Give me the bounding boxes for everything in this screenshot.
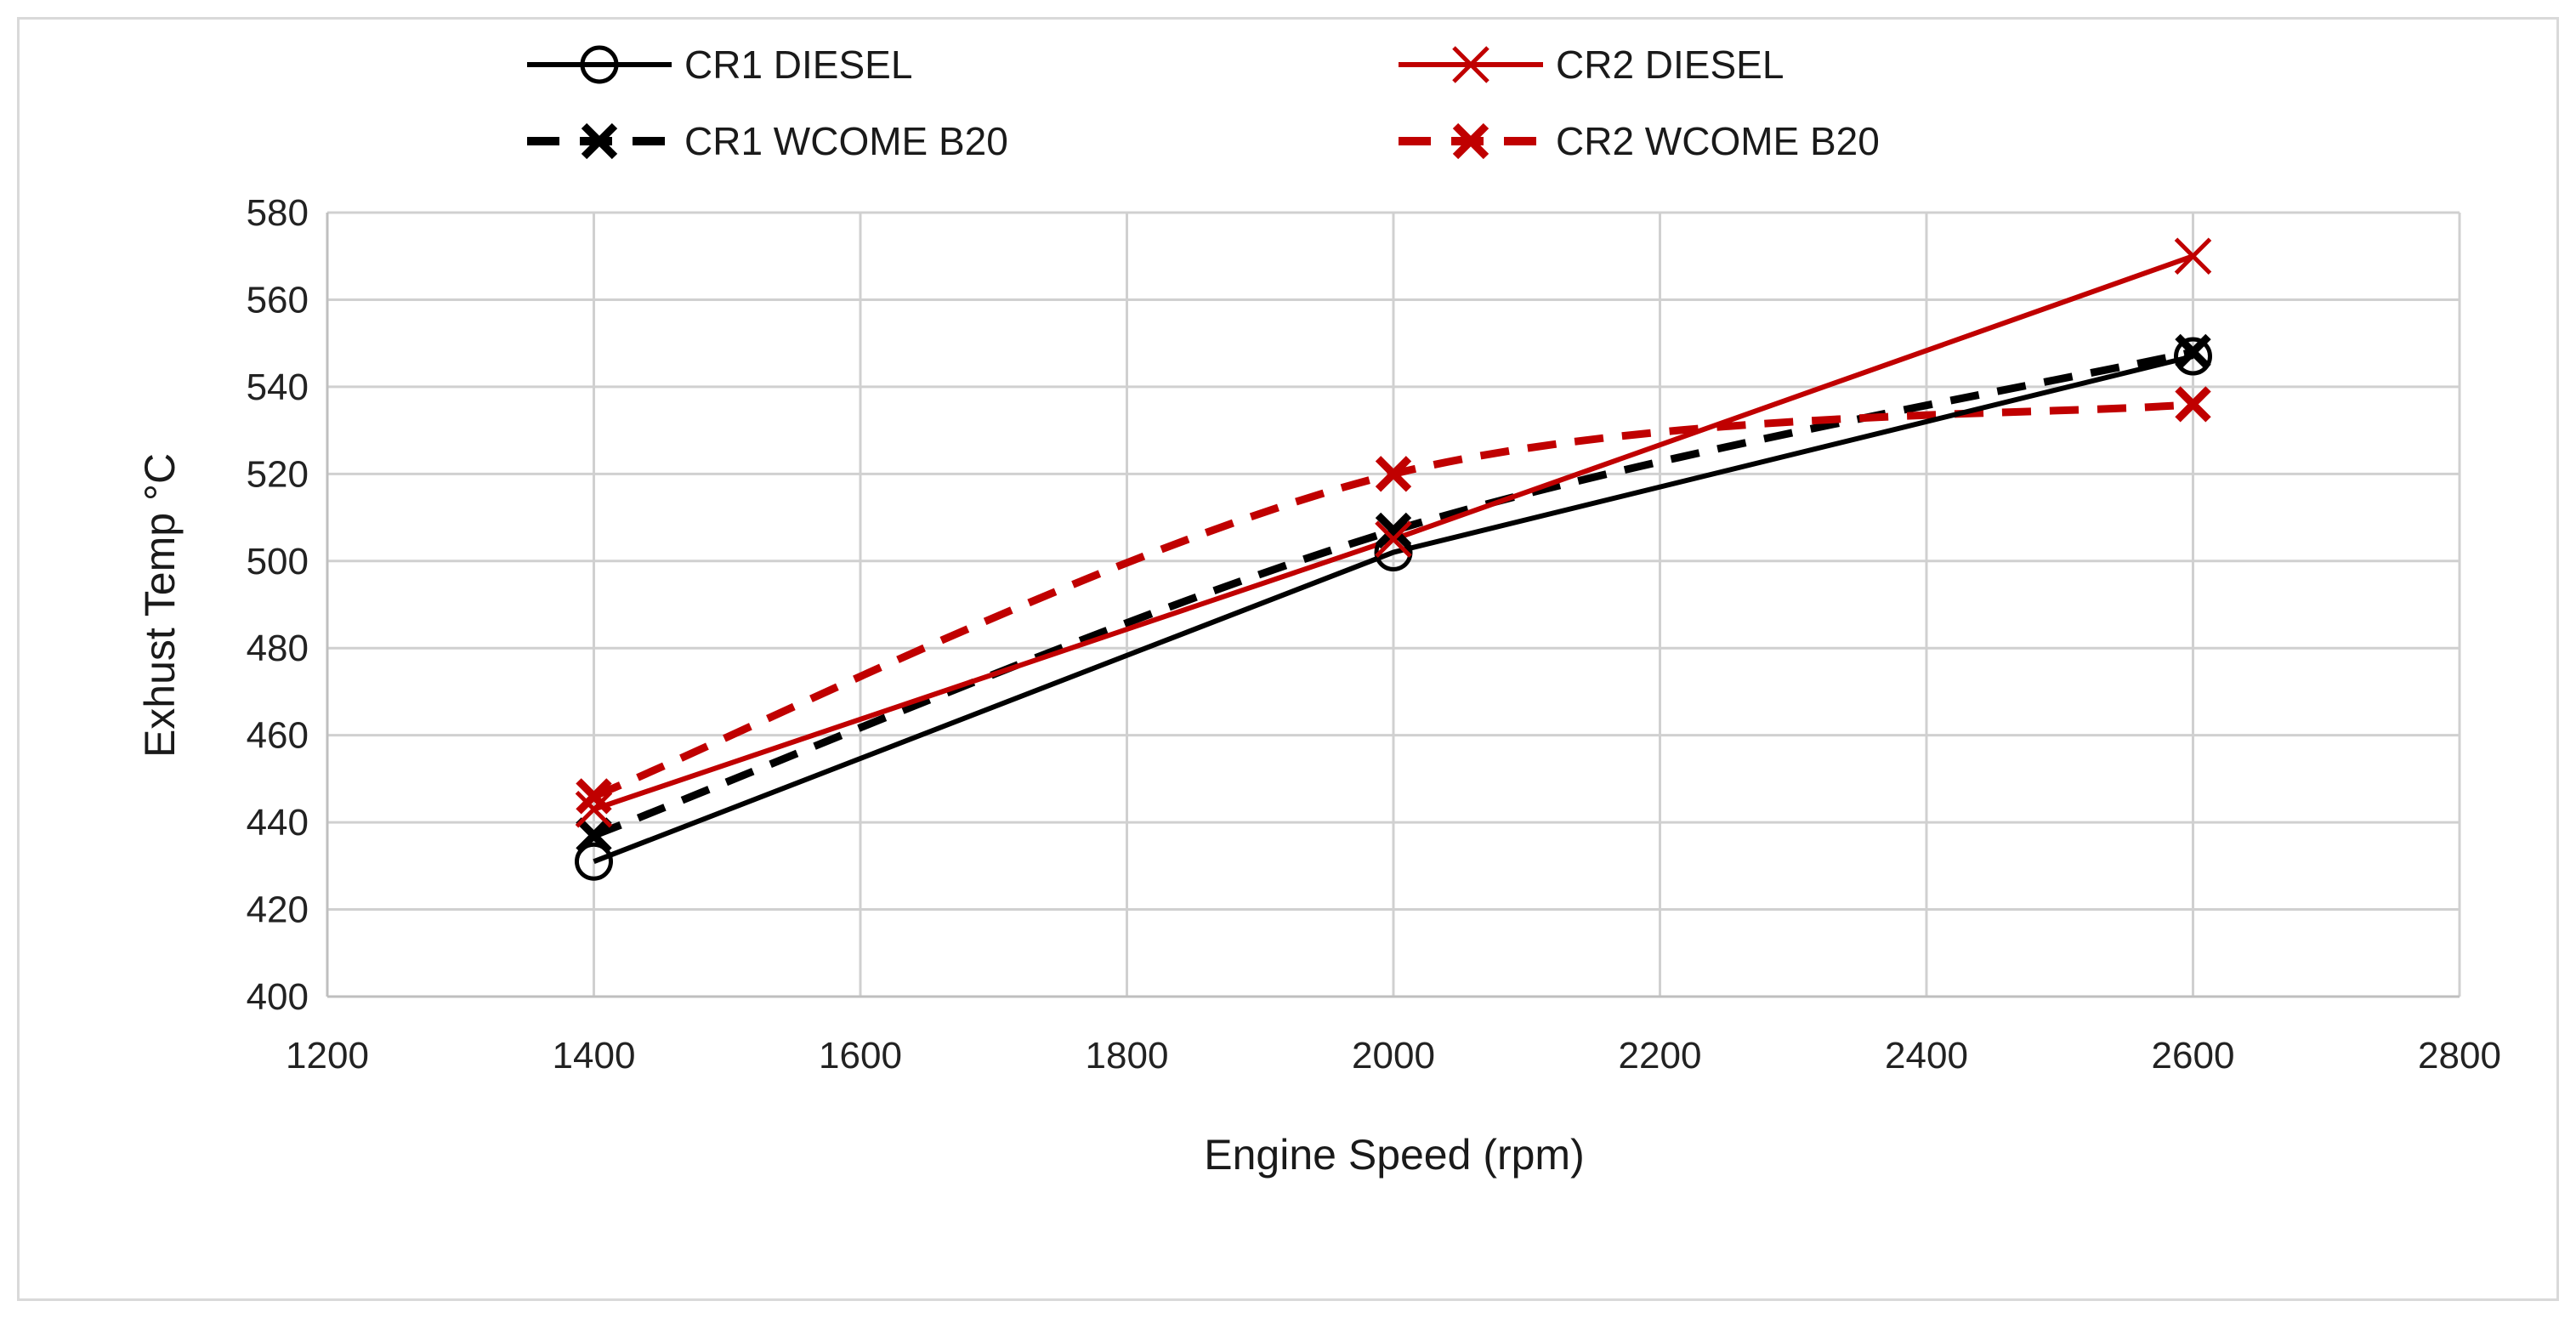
legend-marker	[1452, 46, 1489, 83]
data-point-cr2-wcome-b20	[2175, 386, 2211, 423]
y-tick-label: 440	[247, 802, 309, 844]
marker-stroke	[2174, 237, 2212, 275]
y-tick-label: 460	[247, 715, 309, 757]
y-tick-label: 540	[247, 366, 309, 408]
data-point-cr2-wcome-b20	[1375, 456, 1412, 492]
y-tick-labels: 400 420 440 460 480 500 520 540 560 580	[247, 192, 309, 1018]
legend-marker	[581, 122, 618, 160]
grid-layer	[326, 211, 2461, 998]
x-tick-label: 2400	[1885, 1035, 1968, 1077]
series-line-cr1-diesel	[593, 354, 2194, 865]
x-tick-label: 2000	[1352, 1035, 1435, 1077]
x-tick-label: 1800	[1086, 1035, 1169, 1077]
legend-label: CR1 DIESEL	[684, 43, 912, 87]
legend-item-cr2-wcome-b20: CR2 WCOME B20	[1399, 119, 1880, 163]
marker-stroke	[1375, 456, 1412, 492]
legend: CR1 DIESEL CR2 DIESEL CR1 WCOME B20 CR2 WCO…	[527, 43, 1880, 163]
marker-stroke	[2175, 386, 2211, 423]
legend-marker	[580, 45, 619, 84]
legend-label: CR2 WCOME B20	[1556, 119, 1880, 163]
y-axis-title: Exhust Temp °C	[136, 453, 184, 758]
data-point-cr2-wcome-b20	[576, 778, 612, 815]
y-tick-label: 580	[247, 192, 309, 234]
x-tick-label: 1600	[819, 1035, 902, 1077]
x-tick-label: 1400	[553, 1035, 636, 1077]
data-point-cr1-diesel	[2174, 337, 2212, 376]
legend-item-cr2-diesel: CR2 DIESEL	[1399, 43, 1784, 87]
legend-label: CR2 DIESEL	[1556, 43, 1784, 87]
legend-marker	[1452, 122, 1489, 160]
marker-stroke	[1375, 520, 1412, 558]
series-line-cr1-wcome-b20	[592, 348, 2194, 839]
data-point-cr2-diesel	[575, 790, 613, 828]
y-tick-label: 500	[247, 541, 309, 582]
marker-stroke	[1452, 122, 1489, 160]
x-axis-title: Engine Speed (rpm)	[1204, 1131, 1584, 1179]
marker-stroke	[575, 790, 613, 828]
y-tick-label: 520	[247, 453, 309, 495]
x-tick-label: 2800	[2418, 1035, 2501, 1077]
y-tick-label: 420	[247, 889, 309, 931]
chart-frame	[17, 17, 2559, 1301]
y-tick-label: 400	[247, 976, 309, 1018]
legend-item-cr1-wcome-b20: CR1 WCOME B20	[527, 119, 1008, 163]
data-point-cr2-diesel	[2174, 237, 2212, 275]
marker-layer	[575, 237, 2212, 881]
marker-stroke	[576, 778, 612, 815]
y-tick-label: 560	[247, 279, 309, 321]
data-point-cr1-diesel	[1374, 533, 1413, 572]
data-point-cr2-diesel	[1375, 520, 1412, 558]
data-point-cr1-diesel	[575, 842, 613, 881]
marker-stroke	[1452, 46, 1489, 83]
x-tick-labels: 1200 1400 1600 1800 2000 2200 2400 2600 2800	[286, 1035, 2501, 1077]
x-tick-label: 2600	[2152, 1035, 2235, 1077]
x-tick-label: 1200	[286, 1035, 369, 1077]
y-tick-label: 480	[247, 628, 309, 669]
legend-item-cr1-diesel: CR1 DIESEL	[527, 43, 912, 87]
legend-label: CR1 WCOME B20	[684, 119, 1008, 163]
marker-stroke	[581, 122, 618, 160]
x-tick-label: 2200	[1619, 1035, 1702, 1077]
